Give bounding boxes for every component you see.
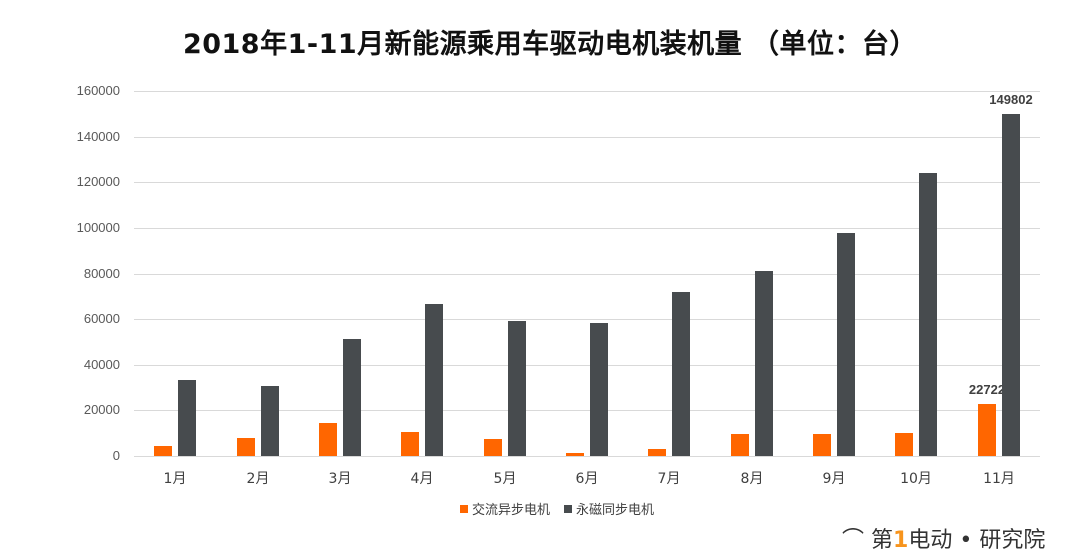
x-axis-tick-label: 3月 [328,471,352,487]
x-axis-tick-label: 5月 [493,471,517,487]
gridline [134,137,1040,138]
y-axis-tick-label: 80000 [83,266,120,281]
chart-title: 2018年1-11月新能源乘用车驱动电机装机量 （单位：台） [182,29,918,60]
gridline [134,182,1040,183]
x-axis-tick-label: 1月 [163,471,187,487]
bar-pm-motor [672,292,690,456]
logo-prefix: 第 [871,528,894,553]
gridline [134,456,1040,457]
bar-ac-motor [401,432,419,456]
bar-pm-motor [425,304,443,456]
logo-dot: • [959,528,973,553]
x-axis-tick-label: 11月 [983,471,1015,487]
bar-ac-motor [648,449,666,456]
gridline [134,319,1040,320]
bar-pm-motor [755,271,773,456]
bar-ac-motor [484,439,502,456]
x-axis-tick-label: 9月 [822,471,846,487]
bar-pm-motor [837,233,855,456]
bar-ac-motor [237,438,255,456]
bar-pm-motor [508,321,526,456]
watermark-logo: ⌒ 第1电动 • 研究院 [842,522,1045,554]
data-label: 149802 [989,92,1033,107]
gridline [134,274,1040,275]
logo-org: 研究院 [979,528,1046,553]
car-logo-icon: ⌒ [842,528,865,553]
legend-item-pm-motor: 永磁同步电机 [564,499,654,518]
logo-one: 1 [893,528,909,553]
legend-label: 永磁同步电机 [576,503,655,518]
x-axis-tick-label: 2月 [246,471,270,487]
y-axis-tick-label: 120000 [76,174,120,189]
bar-ac-motor [895,433,913,456]
x-axis-tick-label: 4月 [410,471,434,487]
bar-ac-motor [978,404,996,456]
logo-suffix: 电动 [908,528,953,553]
y-axis-tick-label: 20000 [83,402,120,417]
legend-item-ac-motor: 交流异步电机 [460,499,550,518]
bar-ac-motor [813,434,831,456]
gridline [134,228,1040,229]
y-axis-tick-label: 0 [112,448,120,463]
legend-label: 交流异步电机 [472,503,551,518]
bar-pm-motor [343,339,361,456]
bar-ac-motor [319,423,337,456]
y-axis-tick-label: 40000 [83,357,120,372]
y-axis-tick-label: 60000 [83,311,120,326]
gridline [134,410,1040,411]
bar-ac-motor [154,446,172,456]
bar-pm-motor [261,386,279,456]
x-axis-tick-label: 6月 [575,471,599,487]
bar-ac-motor [566,453,584,456]
bar-pm-motor [919,173,937,456]
legend-swatch-orange-icon [460,504,468,513]
bar-ac-motor [731,434,749,456]
x-axis-tick-label: 7月 [657,471,681,487]
x-axis-tick-label: 8月 [740,471,764,487]
data-label: 22722 [968,382,1006,397]
y-axis-tick-label: 140000 [76,129,120,144]
chart-legend: 交流异步电机 永磁同步电机 [460,499,668,518]
legend-swatch-gray-icon [564,504,573,513]
y-axis-tick-label: 160000 [76,83,120,98]
gridline [134,365,1040,366]
y-axis-tick-label: 100000 [76,220,120,235]
x-axis-tick-label: 10月 [900,471,932,487]
bar-pm-motor [590,323,608,456]
bar-pm-motor [1002,114,1020,456]
gridline [134,91,1040,92]
bar-pm-motor [178,380,196,456]
